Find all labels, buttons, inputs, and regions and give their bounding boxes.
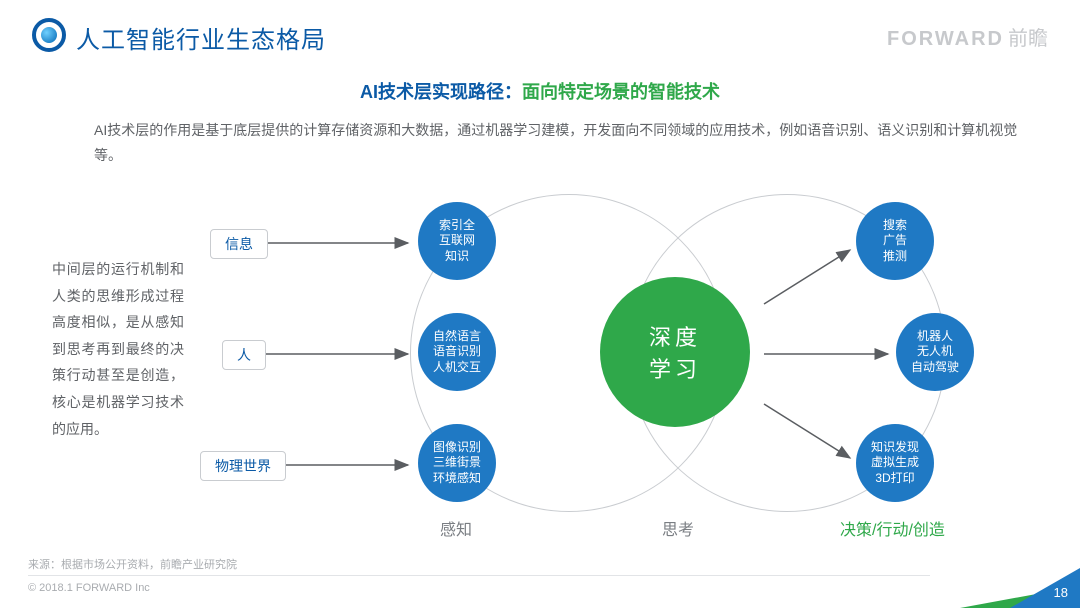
stage-label-2: 决策/行动/创造 [840,516,945,540]
page-title: 人工智能行业生态格局 [76,20,326,55]
decide-node-0: 搜索广告推测 [856,202,934,280]
logo-icon [32,18,66,52]
perceive-node-2: 图像识别三维街景环境感知 [418,424,496,502]
page-number: 18 [1054,585,1068,600]
brand-en: FORWARD [887,28,1004,50]
subtitle-a: AI技术层实现路径： [360,82,522,102]
center-node: 深度学习 [600,277,750,427]
intro-text: AI技术层的作用是基于底层提供的计算存储资源和大数据，通过机器学习建模，开发面向… [94,118,1020,168]
decide-node-1: 机器人无人机自动驾驶 [896,313,974,391]
perceive-node-0: 索引全互联网知识 [418,202,496,280]
brand-cn: 前瞻 [1008,28,1048,50]
input-box-0: 信息 [210,229,268,259]
corner-blue [1010,568,1080,608]
subtitle: AI技术层实现路径：面向特定场景的智能技术 [0,78,1080,104]
input-box-2: 物理世界 [200,451,286,481]
slide: 人工智能行业生态格局 FORWARD前瞻 AI技术层实现路径：面向特定场景的智能… [0,0,1080,608]
diagram: 深度学习 信息人物理世界 索引全互联网知识自然语言语音识别人机交互图像识别三维街景环… [200,180,1060,540]
source-text: 来源：根据市场公开资料，前瞻产业研究院 [28,556,237,572]
brand-mark: FORWARD前瞻 [887,22,1048,51]
input-box-1: 人 [222,340,266,370]
side-text: 中间层的运行机制和人类的思维形成过程高度相似，是从感知到思考再到最终的决策行动甚… [52,256,184,442]
stage-label-1: 思考 [662,516,694,540]
perceive-node-1: 自然语言语音识别人机交互 [418,313,496,391]
subtitle-b: 面向特定场景的智能技术 [522,82,720,102]
divider [28,575,930,576]
copyright: © 2018.1 FORWARD Inc [28,582,150,594]
decide-node-2: 知识发现虚拟生成3D打印 [856,424,934,502]
stage-label-0: 感知 [440,516,472,540]
